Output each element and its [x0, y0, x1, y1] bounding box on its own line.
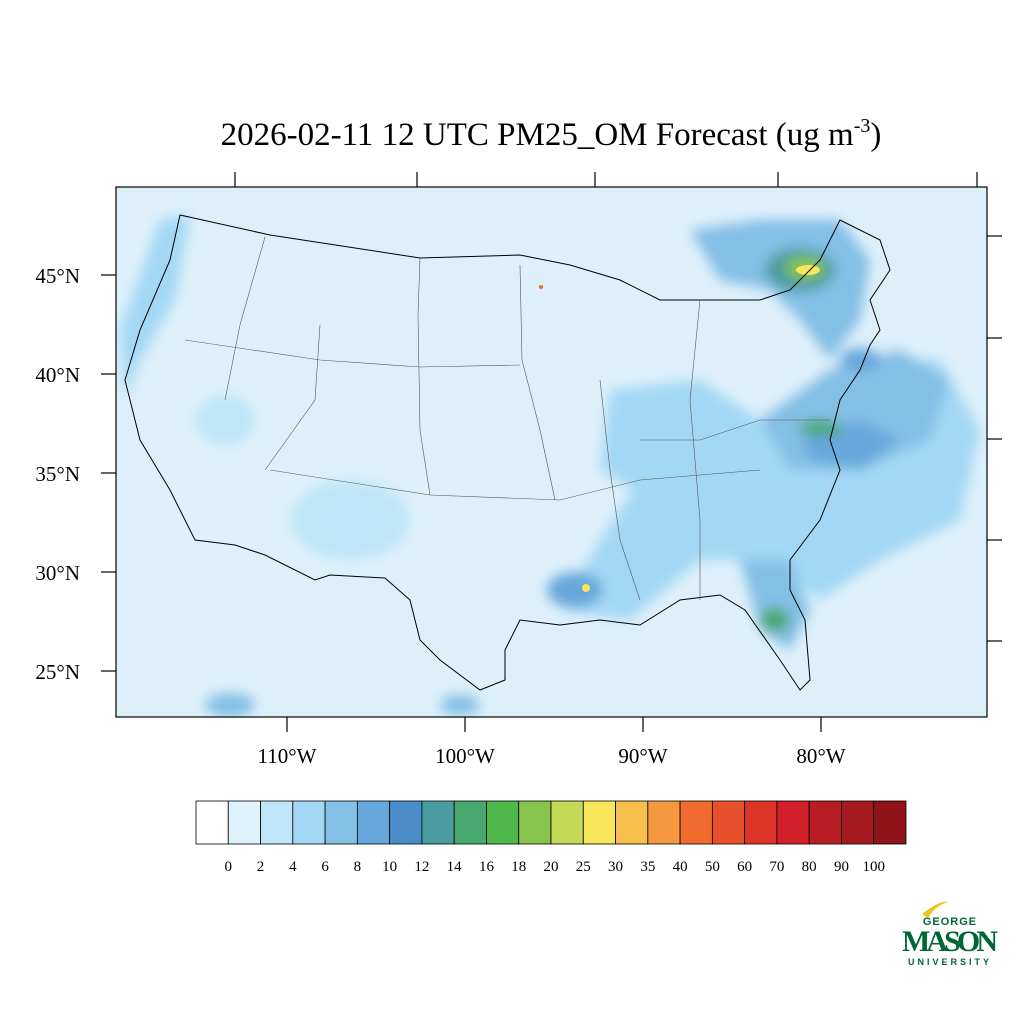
lon-tick-label: 100°W	[435, 744, 495, 768]
colorbar-label: 12	[414, 859, 429, 875]
hotspot	[796, 265, 820, 275]
colorbar-box	[582, 800, 616, 845]
hotspot	[539, 285, 543, 289]
lat-tick-label: 30°N	[35, 561, 80, 585]
colorbar-box	[421, 800, 455, 845]
colorbar-box	[615, 800, 649, 845]
colorbar-box	[647, 800, 681, 845]
colorbar-box	[356, 800, 391, 845]
logo-bottom: UNIVERSITY	[908, 957, 992, 967]
logo-main: MASON	[902, 925, 998, 958]
colorbar-label: 2	[257, 859, 265, 875]
colorbar-label: 100	[862, 859, 885, 875]
colorbar-label: 30	[608, 859, 623, 875]
colorbar-box	[776, 800, 810, 845]
lat-tick-label: 35°N	[35, 462, 80, 486]
colorbar-box	[711, 800, 746, 845]
colorbar-box	[808, 800, 842, 845]
logo-flame	[922, 901, 948, 918]
colorbar-box	[744, 800, 778, 845]
colorbar-box	[324, 800, 358, 845]
colorbar-box	[227, 800, 261, 845]
colorbar-box	[453, 800, 487, 845]
lat-tick-label: 45°N	[35, 264, 80, 288]
frame-ticks	[234, 172, 1002, 642]
state-lines	[184, 236, 830, 601]
colorbar-label: 40	[673, 859, 688, 875]
colorbar-label: 70	[769, 859, 784, 875]
title-superscript: -3	[854, 115, 871, 137]
colorbar-label: 35	[640, 859, 655, 875]
colorbar-label: 20	[544, 859, 559, 875]
colorbar-label: 4	[289, 859, 297, 875]
colorbar-label: 60	[737, 859, 752, 875]
colorbar-label: 25	[576, 859, 591, 875]
colorbar-label: 50	[705, 859, 720, 875]
map-field	[116, 187, 987, 717]
lon-tick-label: 80°W	[796, 744, 845, 768]
colorbar-label: 18	[511, 859, 526, 875]
colorbar-label: 8	[354, 859, 362, 875]
lat-tick-label: 40°N	[35, 363, 80, 387]
colorbar-label: 16	[479, 859, 495, 875]
hotspot	[582, 584, 590, 592]
map-frame	[115, 186, 988, 718]
title-main: 2026-02-11 12 UTC PM25_OM Forecast (ug m	[221, 117, 854, 153]
colorbar-label: 80	[802, 859, 817, 875]
colorbar-box	[873, 800, 907, 845]
colorbar-label: 10	[382, 859, 397, 875]
colorbar-label: 6	[321, 859, 329, 875]
colorbar-box	[518, 800, 552, 845]
colorbar-label: 14	[447, 859, 463, 875]
colorbar-box	[389, 800, 423, 845]
lon-tick-label: 90°W	[618, 744, 667, 768]
colorbar-box	[292, 800, 326, 845]
colorbar-box	[679, 800, 713, 845]
lat-tick-label: 25°N	[35, 660, 80, 684]
concentration-shading	[120, 215, 980, 717]
colorbar-label: 90	[834, 859, 849, 875]
colorbar-box	[841, 800, 875, 845]
colorbar-box	[486, 800, 520, 845]
colorbar-label: 0	[225, 859, 233, 875]
country-outline	[124, 214, 891, 691]
colorbar-box	[550, 800, 584, 845]
title: 2026-02-11 12 UTC PM25_OM Forecast (ug m…	[221, 115, 882, 153]
colorbar-box	[195, 800, 229, 845]
lon-tick-label: 110°W	[258, 744, 317, 768]
title-close: )	[870, 117, 881, 153]
logo-top: GEORGE	[923, 916, 977, 928]
colorbar-box	[260, 800, 294, 845]
